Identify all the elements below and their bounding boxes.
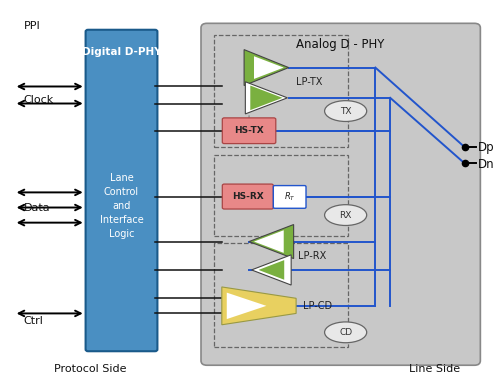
Polygon shape [258,260,284,280]
Bar [214,35,348,147]
Ellipse shape [324,205,366,226]
Text: $R_T$: $R_T$ [284,190,296,203]
Text: Digital D-PHY: Digital D-PHY [82,48,162,58]
Text: HS-TX: HS-TX [234,126,264,135]
Text: LP-RX: LP-RX [298,251,326,261]
Text: LP-CD: LP-CD [302,301,332,311]
Text: Protocol Side: Protocol Side [54,364,127,374]
FancyBboxPatch shape [222,184,274,209]
Text: Dp: Dp [478,141,494,154]
Text: Lane
Control
and
Interface
Logic: Lane Control and Interface Logic [100,173,144,239]
Text: Analog D - PHY: Analog D - PHY [296,38,385,51]
Ellipse shape [324,101,366,122]
FancyBboxPatch shape [86,30,158,351]
Text: Line Side: Line Side [409,364,461,374]
Text: Dn: Dn [478,157,494,171]
Text: HS-RX: HS-RX [232,192,264,201]
Polygon shape [250,86,282,110]
Text: TX: TX [340,107,351,115]
Polygon shape [252,255,291,285]
Text: LP-TX: LP-TX [296,77,322,86]
Bar [214,243,348,347]
Polygon shape [246,82,288,114]
Polygon shape [244,50,288,86]
Polygon shape [254,230,284,253]
Text: Ctrl: Ctrl [24,316,44,326]
Polygon shape [254,56,284,79]
Text: RX: RX [340,211,352,219]
FancyBboxPatch shape [274,186,306,208]
Bar [214,155,348,236]
FancyBboxPatch shape [201,23,480,365]
Polygon shape [222,287,296,325]
Ellipse shape [324,322,366,343]
Polygon shape [249,224,294,259]
Text: Clock: Clock [24,95,54,105]
Text: PPI: PPI [24,21,40,31]
Text: Data: Data [24,203,50,213]
Polygon shape [227,293,266,319]
FancyBboxPatch shape [222,118,276,144]
Text: CD: CD [339,328,352,337]
